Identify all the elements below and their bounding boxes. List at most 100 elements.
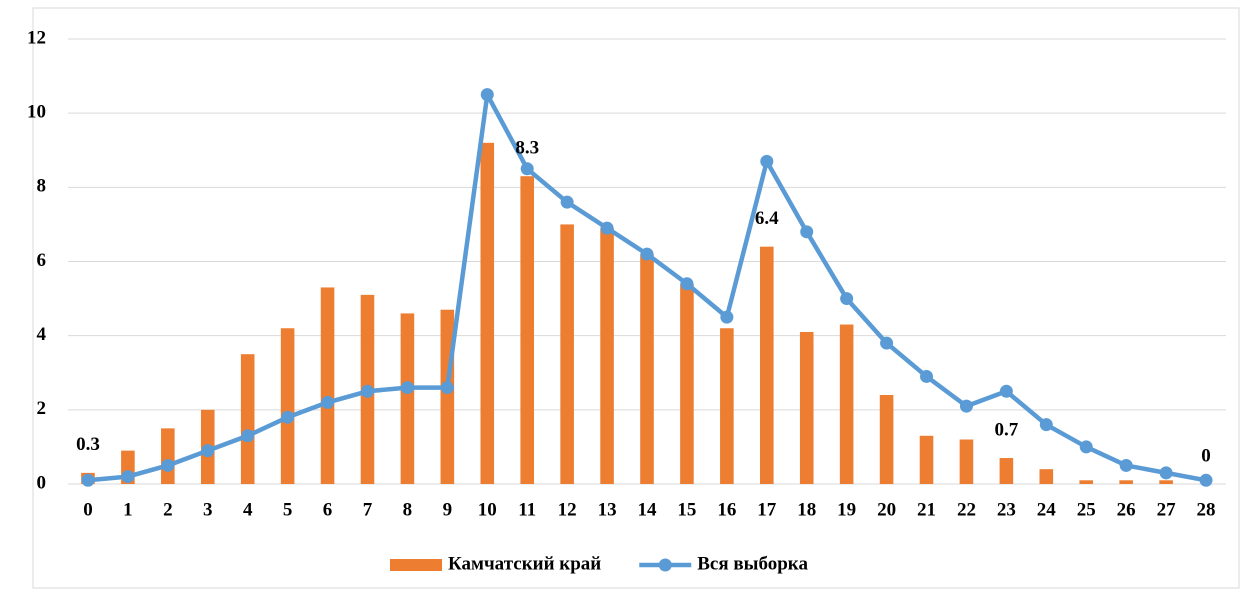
bar xyxy=(720,328,734,484)
y-tick-label: 0 xyxy=(37,472,47,493)
line-marker xyxy=(520,162,534,176)
line-marker xyxy=(840,292,854,306)
bar xyxy=(161,428,175,484)
line-marker xyxy=(360,384,374,398)
line-marker xyxy=(121,470,135,484)
line-marker xyxy=(241,429,255,443)
x-tick-label: 28 xyxy=(1197,499,1216,520)
x-tick-label: 9 xyxy=(443,499,453,520)
bar xyxy=(999,458,1014,484)
line-marker xyxy=(800,225,814,239)
bar xyxy=(560,224,574,484)
x-tick-label: 16 xyxy=(717,499,736,520)
x-tick-label: 10 xyxy=(478,499,497,520)
x-tick-label: 20 xyxy=(877,499,896,520)
legend-label: Вся выборка xyxy=(697,553,808,574)
x-tick-label: 27 xyxy=(1157,499,1177,520)
line-marker xyxy=(600,221,614,235)
x-tick-label: 19 xyxy=(837,499,856,520)
line-marker xyxy=(440,381,454,395)
line-marker xyxy=(1119,458,1133,472)
x-tick-label: 11 xyxy=(518,499,536,520)
x-tick-label: 12 xyxy=(558,499,577,520)
line-marker xyxy=(81,473,95,487)
bar xyxy=(240,354,255,484)
bar xyxy=(400,313,415,484)
bar xyxy=(440,309,455,484)
x-tick-label: 8 xyxy=(403,499,413,520)
x-tick-label: 17 xyxy=(757,499,777,520)
line-marker xyxy=(680,277,694,291)
y-tick-label: 8 xyxy=(37,176,47,197)
x-tick-label: 7 xyxy=(363,499,373,520)
bar xyxy=(879,395,894,484)
line-marker xyxy=(400,381,414,395)
line-marker xyxy=(880,336,894,350)
line-marker xyxy=(201,444,215,458)
line-marker xyxy=(1199,473,1213,487)
bar xyxy=(799,331,814,484)
x-tick-label: 2 xyxy=(163,499,173,520)
x-tick-label: 1 xyxy=(123,499,133,520)
legend-swatch xyxy=(658,558,672,572)
line-marker xyxy=(720,310,734,324)
bar xyxy=(959,439,974,484)
line-marker xyxy=(999,384,1013,398)
line-marker xyxy=(640,247,654,261)
x-tick-label: 23 xyxy=(997,499,1016,520)
line-marker xyxy=(1039,418,1053,432)
y-tick-label: 4 xyxy=(37,324,47,345)
data-label: 0.7 xyxy=(995,419,1019,440)
chart-border xyxy=(32,7,1240,589)
bar xyxy=(839,324,854,484)
data-label: 0 xyxy=(1201,445,1211,466)
x-tick-label: 24 xyxy=(1037,499,1057,520)
line-marker xyxy=(959,399,973,413)
line-marker xyxy=(560,195,574,209)
bar xyxy=(1039,469,1054,484)
data-label: 6.4 xyxy=(755,208,779,229)
x-tick-label: 13 xyxy=(598,499,617,520)
x-tick-label: 15 xyxy=(677,499,696,520)
data-label: 8.3 xyxy=(515,138,539,159)
line-marker xyxy=(281,410,295,424)
x-tick-label: 18 xyxy=(797,499,816,520)
y-tick-label: 12 xyxy=(27,27,46,48)
bar xyxy=(280,328,295,484)
line-marker xyxy=(161,458,175,472)
bar xyxy=(600,228,614,484)
legend-label: Камчатский край xyxy=(448,553,601,574)
bar xyxy=(480,142,495,485)
line-marker xyxy=(760,154,774,168)
x-tick-label: 6 xyxy=(323,499,333,520)
bar xyxy=(1079,480,1094,484)
line-marker xyxy=(321,395,335,409)
y-tick-label: 10 xyxy=(27,102,46,123)
bar xyxy=(1159,480,1173,484)
x-tick-label: 21 xyxy=(917,499,936,520)
bar xyxy=(919,435,934,484)
bar xyxy=(320,287,335,484)
legend-swatch xyxy=(390,559,442,571)
line-marker xyxy=(1159,466,1173,480)
bar xyxy=(760,246,774,484)
x-tick-label: 14 xyxy=(638,499,658,520)
x-tick-label: 22 xyxy=(957,499,976,520)
y-tick-label: 6 xyxy=(37,250,47,271)
x-tick-label: 0 xyxy=(83,499,93,520)
bar xyxy=(680,283,694,484)
line-marker xyxy=(920,369,934,383)
x-tick-label: 26 xyxy=(1117,499,1136,520)
x-tick-label: 25 xyxy=(1077,499,1096,520)
bar xyxy=(520,176,534,485)
x-tick-label: 5 xyxy=(283,499,293,520)
bar xyxy=(640,254,654,484)
line-marker xyxy=(1079,440,1093,454)
bar xyxy=(1119,480,1133,484)
x-tick-label: 3 xyxy=(203,499,213,520)
y-tick-label: 2 xyxy=(37,398,47,419)
data-label: 0.3 xyxy=(76,434,100,455)
x-tick-label: 4 xyxy=(243,499,253,520)
line-marker xyxy=(480,88,494,102)
